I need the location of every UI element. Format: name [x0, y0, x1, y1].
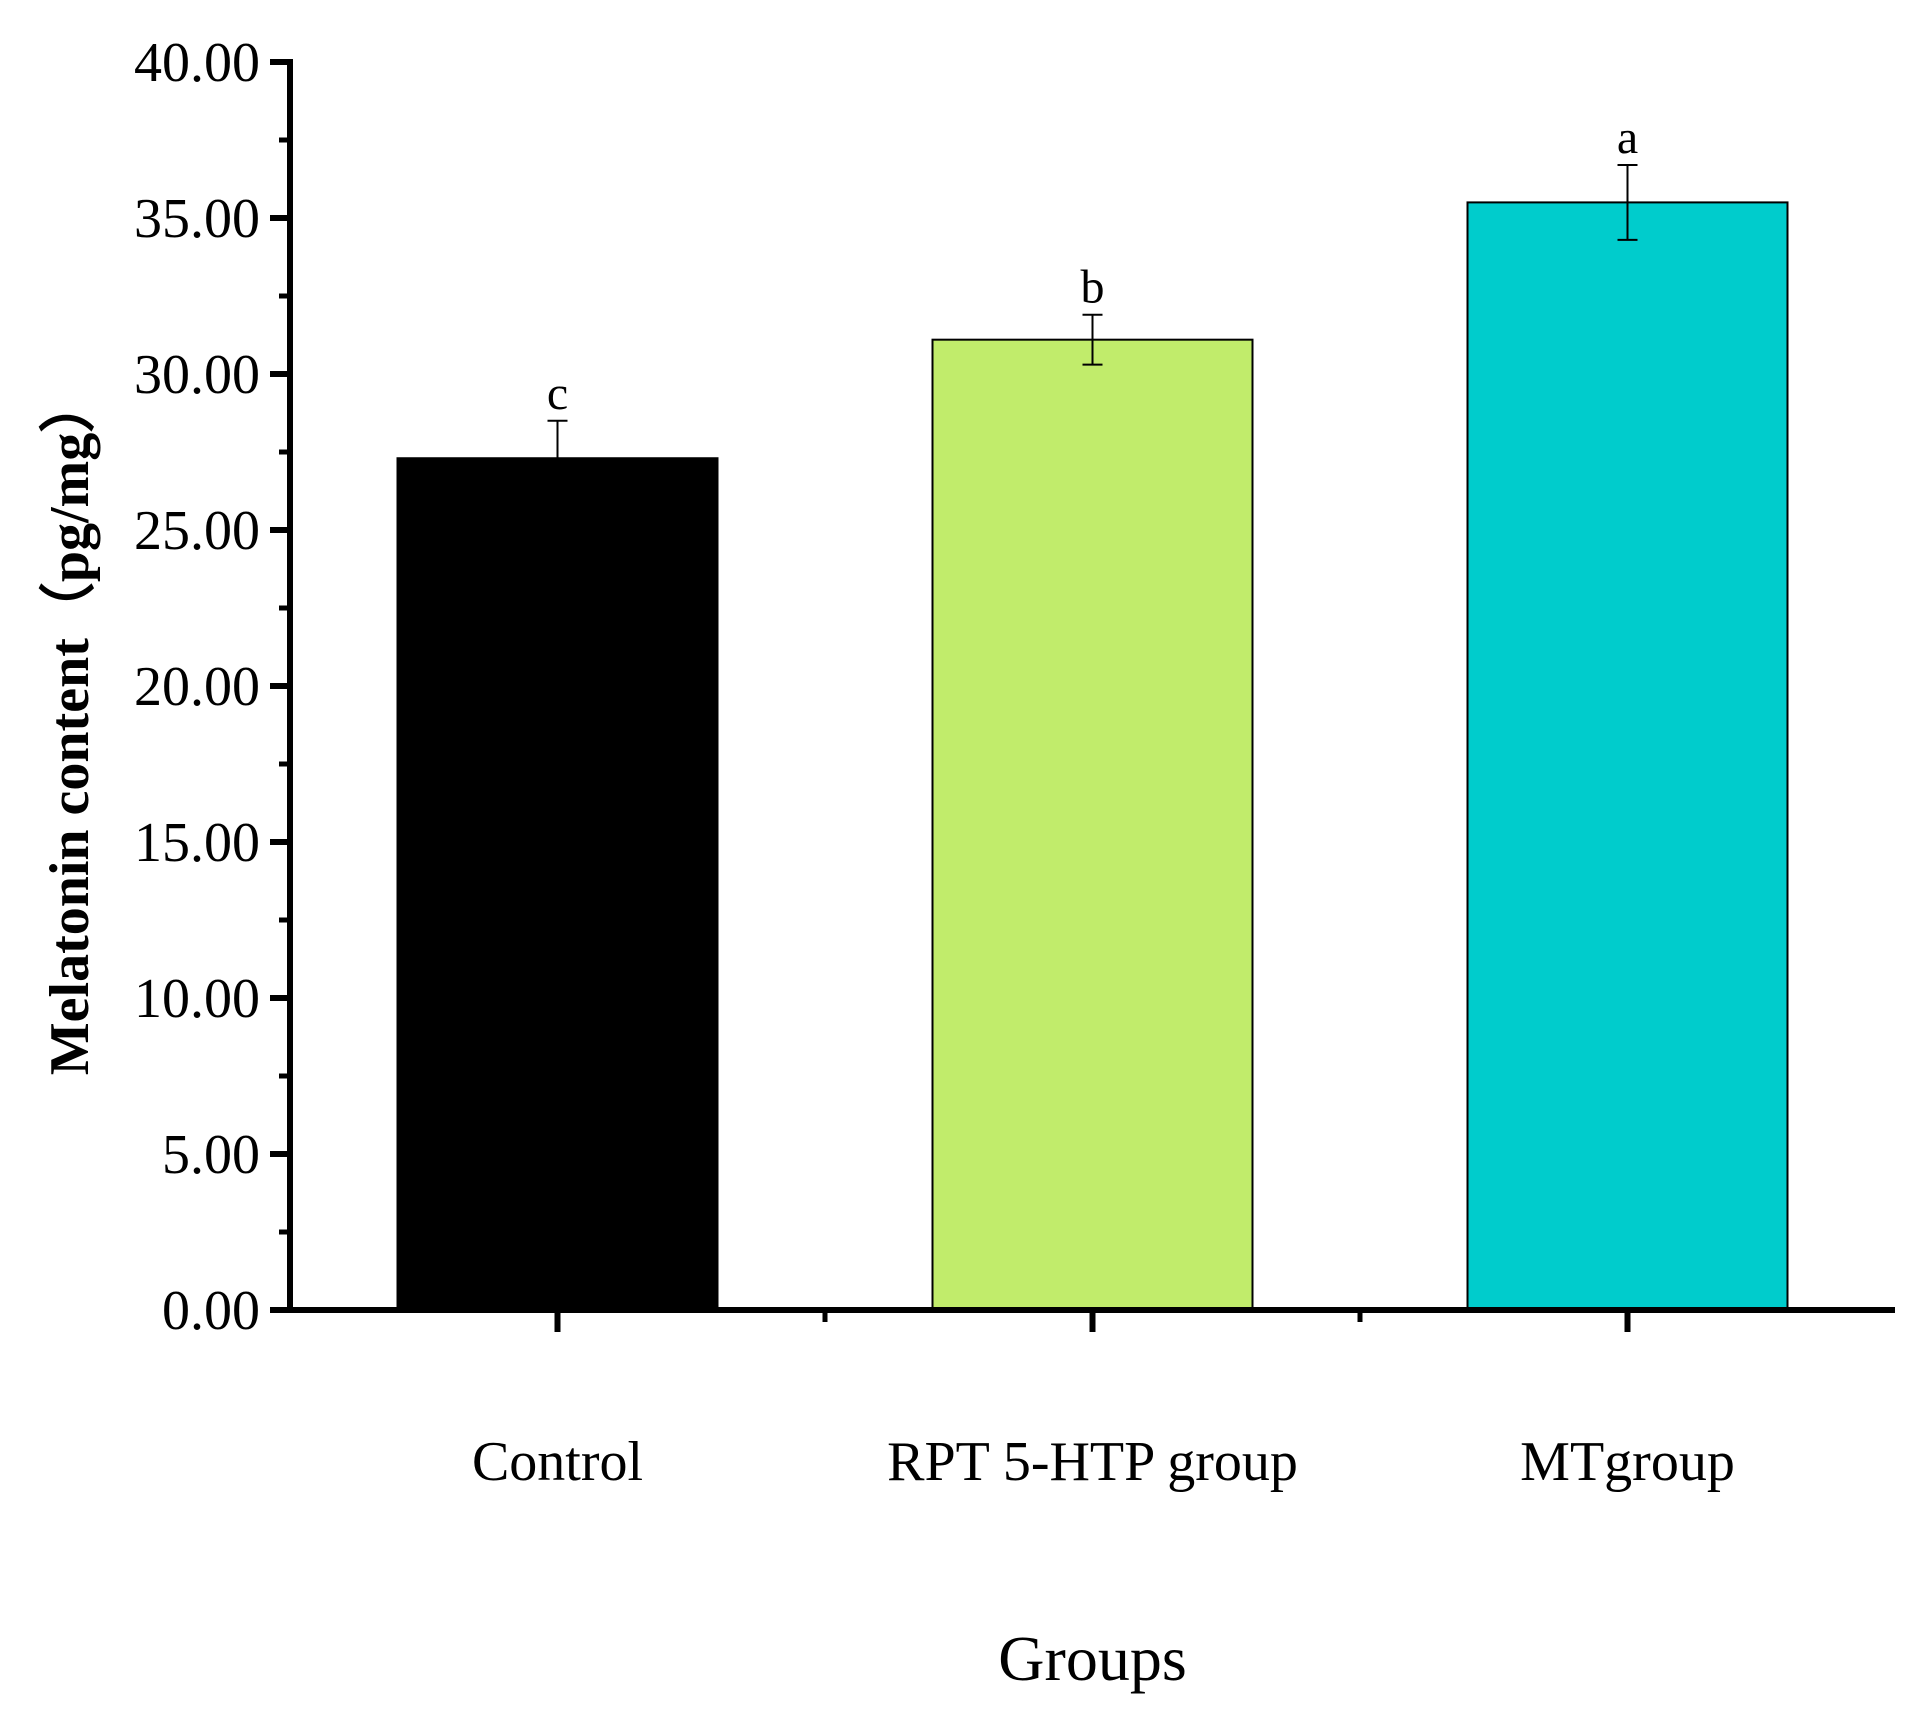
y-tick-label: 20.00: [134, 656, 260, 718]
significance-label: a: [1617, 111, 1638, 164]
y-tick-label: 25.00: [134, 500, 260, 562]
y-tick-label: 40.00: [134, 32, 260, 94]
y-tick-label: 5.00: [162, 1124, 260, 1186]
significance-label: c: [547, 367, 568, 420]
y-tick-label: 30.00: [134, 344, 260, 406]
y-tick-label: 0.00: [162, 1280, 260, 1342]
bar: [396, 457, 719, 1311]
y-axis-title: Melatonin content（pg/mg）: [38, 377, 101, 1075]
bar: [1466, 201, 1789, 1311]
x-ticks-group: Control RPT 5-HTP group MTgroup: [472, 1310, 1735, 1493]
x-category-label: RPT 5-HTP group: [887, 1431, 1298, 1493]
significance-label: b: [1081, 261, 1105, 314]
error-bars-group: [547, 163, 1638, 497]
significance-labels-group: c b a: [547, 111, 1638, 420]
y-ticks-group: 0.00 5.00 10.00 15.00 20.00 25.00 30.00 35.00 40…: [134, 32, 290, 1342]
y-tick-label: 15.00: [134, 812, 260, 874]
x-category-label: Control: [472, 1431, 643, 1493]
bars-group: [396, 201, 1789, 1311]
bar: [931, 338, 1254, 1311]
x-axis-title: Groups: [998, 1623, 1186, 1694]
y-tick-label: 10.00: [134, 968, 260, 1030]
y-tick-label: 35.00: [134, 188, 260, 250]
x-category-label: MTgroup: [1520, 1431, 1735, 1493]
